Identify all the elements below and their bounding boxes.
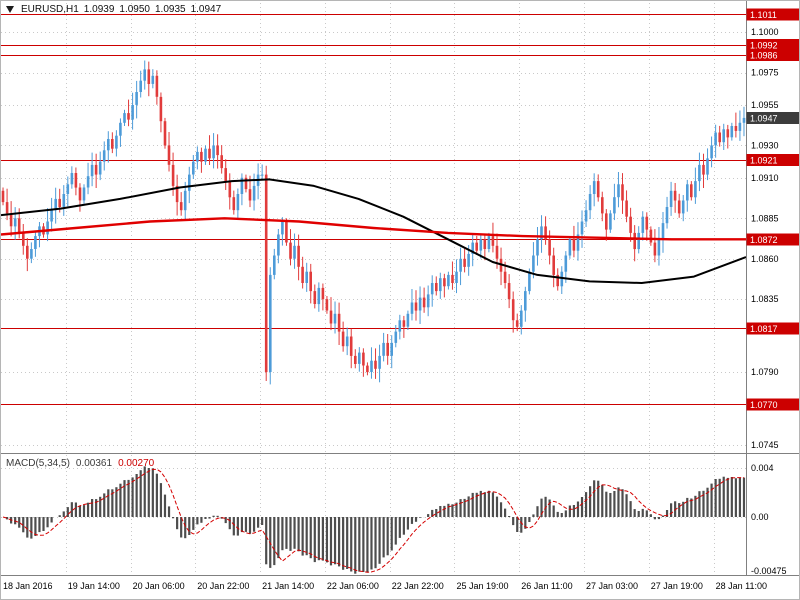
price-tick-label: 1.0930 [751,140,779,150]
level-price-tag-1.0992 [746,39,799,52]
horizontal-level-lines [1,14,746,405]
indicator-name: MACD(5,34,5) [6,458,70,469]
current-price-tag [746,111,799,124]
indicator-value-signal: 0.00270 [118,458,155,469]
ma-black-line[interactable] [1,178,747,284]
candlesticks [1,60,746,385]
price-tick-label: 1.0910 [751,173,779,183]
macd-tick-label: 0.00 [751,512,769,522]
level-price-tag-1.0817-text: 1.0817 [750,324,778,334]
ohlc-readout: EURUSD,H1 1.0939 1.0950 1.0935 1.0947 [6,4,221,15]
price-tick-label: 1.1000 [751,27,779,37]
price-tick-label: 1.0745 [751,440,779,450]
time-tick-label: 20 Jan 06:00 [133,581,185,591]
level-price-tag-1.0986-text: 1.0986 [750,50,778,60]
price-tick-label: 1.0975 [751,68,779,78]
time-tick-label: 21 Jan 14:00 [262,581,314,591]
time-tick-label: 22 Jan 06:00 [327,581,379,591]
current-price-tag-text: 1.0947 [750,113,778,123]
level-price-tag-1.0872-text: 1.0872 [750,235,778,245]
level-price-tag-1.0992-text: 1.0992 [750,41,778,51]
price-tick-label: 1.0955 [751,100,779,110]
level-price-tag-1.0986 [746,48,799,61]
time-tick-label: 28 Jan 11:00 [716,581,767,591]
grid-lines [1,3,746,575]
close-value: 1.0947 [190,4,222,15]
time-tick-label: 27 Jan 03:00 [586,581,638,591]
time-tick-label: 25 Jan 19:00 [457,581,509,591]
level-price-tag-1.0921 [746,154,799,166]
macd-indicator-label[interactable]: MACD(5,34,5) 0.00361 0.00270 [6,458,154,469]
level-price-tag-1.0921-text: 1.0921 [750,156,778,166]
macd-signal-line [2,468,745,573]
level-price-tag-1.1011-text: 1.1011 [750,10,777,20]
time-tick-label: 26 Jan 11:00 [521,581,572,591]
time-tick-label: 19 Jan 14:00 [68,581,120,591]
time-axis[interactable]: 18 Jan 2016 19 Jan 14:00 20 Jan 06:00 20 Ja… [3,581,767,591]
time-tick-label: 18 Jan 2016 [3,581,53,591]
macd-tick-label: 0.004 [751,463,774,473]
level-price-tag-1.0770 [746,398,799,411]
indicator-value-main: 0.00361 [75,458,113,469]
ma-red-line[interactable] [1,217,746,241]
price-tick-label: 1.0885 [751,213,779,223]
time-tick-label: 27 Jan 19:00 [651,581,703,591]
level-price-tag-1.0817 [746,322,799,335]
low-value: 1.0935 [154,4,186,15]
level-price-tag-1.0872 [746,233,799,246]
price-tick-label: 1.0860 [751,254,779,264]
level-price-tag-1.0770-text: 1.0770 [750,400,778,410]
symbol-period-label: EURUSD,H1 [21,4,79,15]
price-tick-label: 1.0835 [751,294,779,304]
macd-tick-label: -0.00475 [751,566,787,576]
open-value: 1.0939 [83,4,115,15]
macd-histogram [5,466,746,574]
price-tick-label: 1.0790 [751,367,779,377]
time-tick-label: 22 Jan 22:00 [392,581,444,591]
pane-borders [1,1,799,576]
time-tick-label: 20 Jan 22:00 [197,581,249,591]
level-price-tag-1.1011 [746,8,799,21]
price-axis[interactable]: 1.1000 1.0975 1.0955 1.0930 1.0910 1.0885 1.08… [751,27,787,576]
high-value: 1.0950 [119,4,150,15]
chart-shift-triangle-icon [6,6,14,13]
